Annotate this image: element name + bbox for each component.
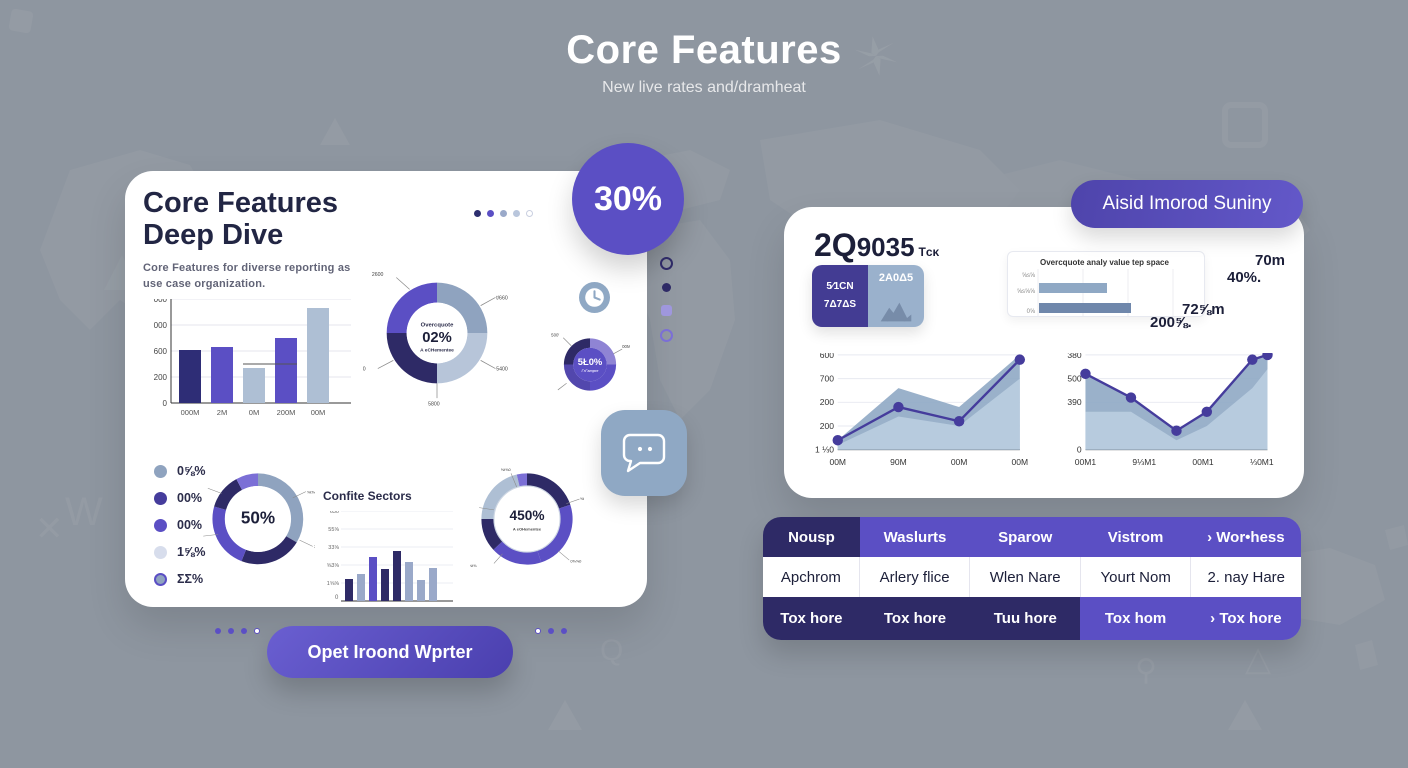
svg-text:00M: 00M [1012, 457, 1029, 467]
svg-text:⅓0M1: ⅓0M1 [1250, 457, 1274, 467]
svg-text:△: △ [1245, 640, 1272, 678]
svg-text:200: 200 [820, 421, 834, 431]
svg-text:2600: 2600 [372, 272, 384, 278]
svg-text:1⅝⅝: 1⅝⅝ [327, 581, 340, 587]
svg-text:000: 000 [154, 321, 168, 330]
svg-text:1 ⅓0: 1 ⅓0 [815, 445, 834, 455]
svg-text:000M: 000M [181, 408, 200, 417]
svg-text:600: 600 [820, 353, 834, 360]
svg-text:5Ł0%: 5Ł0% [578, 357, 603, 367]
svg-text:00M: 00M [951, 457, 968, 467]
svg-text:⅝⅝t⅝: ⅝⅝t⅝ [470, 563, 477, 568]
svg-text:200M: 200M [277, 408, 296, 417]
svg-text:0: 0 [335, 595, 339, 601]
svg-text:⅝t⅝0: ⅝t⅝0 [501, 467, 512, 472]
svg-text:00M: 00M [829, 457, 846, 467]
svg-text:5900: 5900 [363, 367, 366, 373]
svg-text:2M: 2M [217, 408, 227, 417]
svg-text:000: 000 [154, 299, 168, 304]
svg-text:630: 630 [330, 511, 339, 515]
svg-text:500′: 500′ [551, 332, 559, 337]
svg-text:390: 390 [1067, 397, 1081, 407]
svg-text:200: 200 [154, 373, 168, 382]
svg-text:00M1: 00M1 [1192, 457, 1214, 467]
svg-text:5800: 5800 [428, 402, 440, 407]
svg-text:55⅝: 55⅝ [328, 527, 339, 533]
svg-text:0M: 0M [249, 408, 259, 417]
svg-text:A eOHementee: A eOHementee [513, 526, 542, 531]
svg-text:0⅝⅝0: 0⅝⅝0 [570, 558, 582, 563]
svg-text:00M: 00M [311, 408, 326, 417]
svg-text:⅝t00⅝: ⅝t00⅝ [580, 496, 584, 501]
svg-text:7⅝00: 7⅝00 [314, 544, 315, 549]
svg-text:ΓrΓampre: ΓrΓampre [582, 369, 599, 373]
svg-text:A eCHementee: A eCHementee [420, 348, 454, 354]
svg-text:Q: Q [600, 634, 623, 667]
svg-text:5400: 5400 [496, 367, 508, 373]
svg-text:0: 0 [1077, 445, 1082, 455]
svg-text:600: 600 [154, 347, 168, 356]
svg-text:450%: 450% [510, 508, 545, 523]
svg-text:90M: 90M [890, 457, 907, 467]
svg-text:33⅝: 33⅝ [328, 545, 339, 551]
svg-text:t/660: t/660 [496, 296, 508, 302]
svg-text:00M4: 00M4 [622, 344, 630, 349]
svg-text:50%: 50% [241, 509, 275, 528]
svg-text:⅝s⅝: ⅝s⅝ [1022, 273, 1036, 279]
svg-text:✕: ✕ [35, 510, 64, 548]
svg-text:700: 700 [820, 373, 834, 383]
svg-text:200: 200 [820, 397, 834, 407]
svg-text:500: 500 [1067, 373, 1081, 383]
svg-text:9⅓M1: 9⅓M1 [1132, 457, 1156, 467]
svg-text:⅝s⅝⅝: ⅝s⅝⅝ [1017, 289, 1036, 295]
svg-text:Overcquote: Overcquote [421, 322, 455, 328]
svg-text:00M1: 00M1 [1075, 457, 1097, 467]
svg-text:⅝t⅝0: ⅝t⅝0 [307, 489, 315, 494]
svg-text:W: W [65, 490, 103, 534]
svg-text:0⅝: 0⅝ [1027, 309, 1036, 315]
svg-text:⚲: ⚲ [1135, 654, 1157, 687]
svg-text:380: 380 [1067, 353, 1081, 360]
svg-text:02%: 02% [422, 330, 452, 346]
svg-text:⅝3⅝: ⅝3⅝ [327, 563, 340, 569]
svg-text:0: 0 [163, 399, 168, 408]
